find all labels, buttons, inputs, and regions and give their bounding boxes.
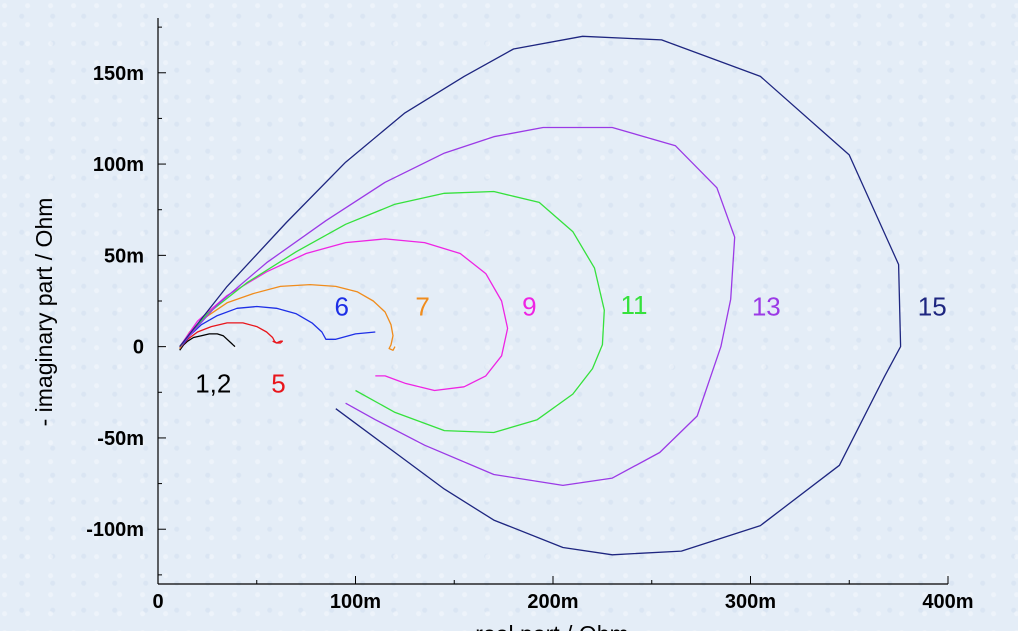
series-line-6 [179, 305, 376, 349]
series-layer [179, 35, 902, 556]
axes [157, 18, 948, 585]
series-line-9 [179, 238, 509, 392]
series-label-1-2: 1,2 [195, 368, 231, 398]
x-tick-label: 0 [152, 591, 163, 613]
x-tick-label: 100m [330, 591, 381, 613]
series-line-11 [179, 190, 605, 434]
x-axis-title: real part / Ohm [475, 621, 628, 631]
series-line-15 [179, 35, 902, 556]
series-label-15: 15 [918, 292, 947, 322]
y-axis-title: - imaginary part / Ohm [31, 198, 57, 427]
series-label-9: 9 [522, 292, 536, 322]
series-line-7 [179, 283, 396, 351]
y-tick-label: 150m [93, 63, 144, 85]
ticks: 0 100m 200m 300m 400m -100m -50m 0 50m 100m 150m [86, 26, 974, 613]
series-label-11: 11 [620, 290, 647, 320]
y-tick-label: -50m [97, 428, 144, 450]
series-line-5 [179, 322, 284, 349]
y-tick-label: 50m [104, 245, 144, 267]
series-label-7: 7 [415, 292, 429, 322]
series-label-5: 5 [271, 368, 285, 398]
series-line-13 [179, 126, 736, 487]
series-label-13: 13 [752, 292, 781, 322]
x-tick-label: 300m [725, 591, 776, 613]
y-tick-label: 100m [93, 154, 144, 176]
x-tick-label: 400m [922, 591, 973, 613]
series-line-1-2 [179, 333, 236, 351]
y-tick-label: -100m [86, 519, 144, 541]
labels: 1,2 5 6 7 9 11 13 15 [195, 290, 946, 399]
y-tick-label: 0 [133, 337, 144, 359]
series-label-6: 6 [334, 292, 348, 322]
x-tick-label: 200m [527, 591, 578, 613]
